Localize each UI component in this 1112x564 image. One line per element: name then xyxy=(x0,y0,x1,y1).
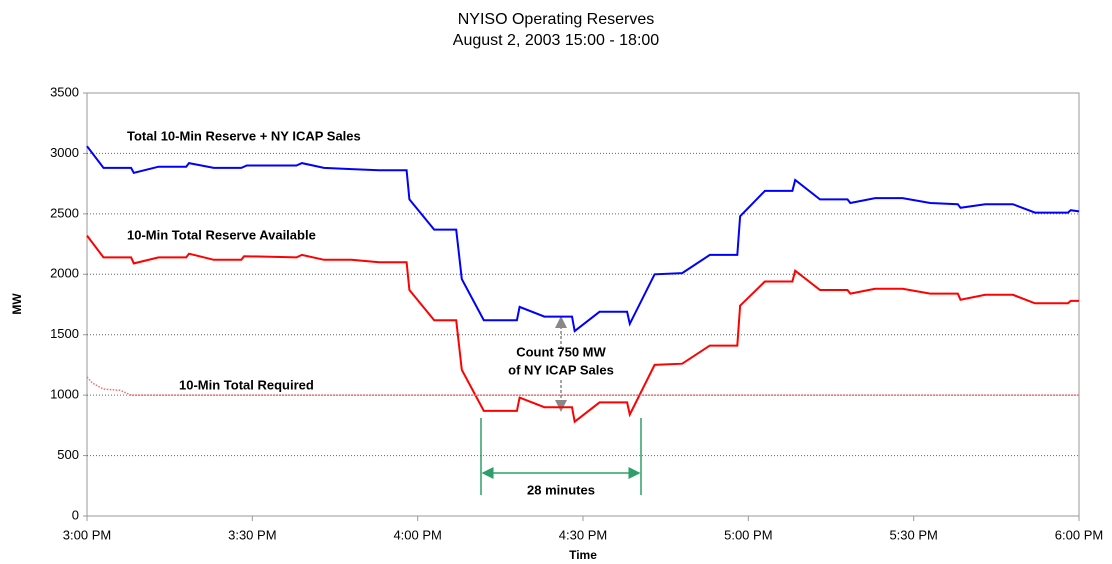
series-label: 10-Min Total Required xyxy=(179,377,314,392)
y-tick-label: 0 xyxy=(72,507,79,522)
x-axis-title: Time xyxy=(569,548,597,562)
annotation: Count 750 MW xyxy=(516,344,606,359)
y-tick-label: 2500 xyxy=(50,205,79,220)
x-tick-label: 4:30 PM xyxy=(559,527,607,542)
annotation: 28 minutes xyxy=(527,482,595,497)
series-line xyxy=(86,145,1080,333)
series-line xyxy=(86,234,1079,424)
x-tick-label: 3:30 PM xyxy=(228,527,276,542)
x-tick-label: 6:00 PM xyxy=(1055,527,1103,542)
plot-area xyxy=(86,92,1080,517)
series-label: 10-Min Total Reserve Available xyxy=(127,227,316,242)
x-tick-label: 5:30 PM xyxy=(889,527,937,542)
y-tick-label: 500 xyxy=(57,447,79,462)
y-tick-label: 3000 xyxy=(50,145,79,160)
x-tick-label: 5:00 PM xyxy=(724,527,772,542)
y-tick-label: 3500 xyxy=(50,84,79,99)
y-axis-title: MW xyxy=(10,293,24,315)
series-label: Total 10-Min Reserve + NY ICAP Sales xyxy=(127,128,361,143)
series-line xyxy=(86,376,1079,396)
chart-subtitle: August 2, 2003 15:00 - 18:00 xyxy=(453,32,659,49)
x-tick-label: 3:00 PM xyxy=(63,527,111,542)
x-tick-label: 4:00 PM xyxy=(393,527,441,542)
annotation: of NY ICAP Sales xyxy=(508,362,614,377)
chart-title: NYISO Operating Reserves xyxy=(458,11,655,28)
y-tick-label: 1000 xyxy=(50,387,79,402)
y-tick-label: 1500 xyxy=(50,326,79,341)
y-tick-label: 2000 xyxy=(50,266,79,281)
